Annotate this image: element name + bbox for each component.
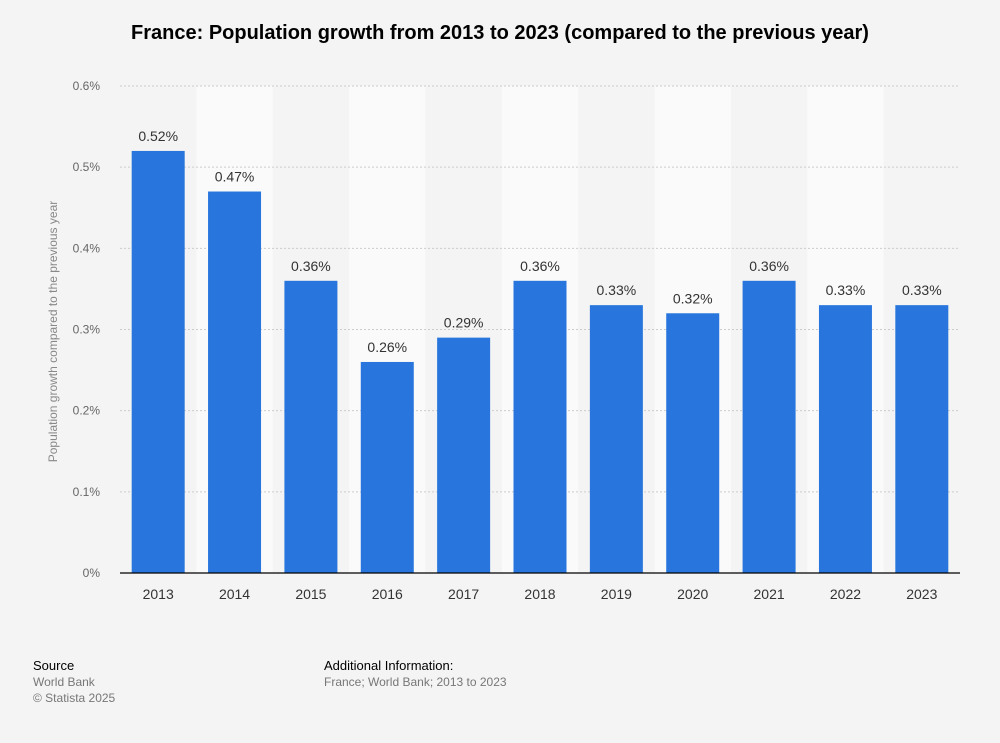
y-tick-label: 0.5%: [73, 160, 101, 174]
source-name[interactable]: World Bank: [33, 675, 95, 689]
x-tick-label-2014: 2014: [219, 586, 250, 602]
data-label-2013: 0.52%: [138, 128, 178, 144]
copyright-text: © Statista 2025: [33, 691, 116, 705]
bar-2021[interactable]: [742, 280, 796, 573]
bar-chart: 0.52% 0.47% 0.36% 0.26% 0.29% 0.36% 0.33% 0.32%…: [46, 79, 960, 602]
x-tick-label-2018: 2018: [524, 586, 555, 602]
x-tick-label-2021: 2021: [754, 586, 785, 602]
data-label-2015: 0.36%: [291, 258, 331, 274]
additional-info-heading: Additional Information:: [324, 658, 454, 673]
bar-2019[interactable]: [589, 305, 643, 573]
bar-2015[interactable]: [284, 280, 338, 573]
x-tick-label-2023: 2023: [906, 586, 937, 602]
additional-info-text: France; World Bank; 2013 to 2023: [324, 675, 507, 689]
bar-2020[interactable]: [666, 313, 720, 573]
data-label-2023: 0.33%: [902, 282, 942, 298]
source-section: Source World Bank © Statista 2025: [33, 658, 115, 706]
data-label-2018: 0.36%: [520, 258, 560, 274]
y-tick-label: 0.1%: [73, 485, 101, 499]
bar-2018[interactable]: [513, 280, 567, 573]
bar-2013[interactable]: [131, 150, 185, 573]
y-tick-label: 0.6%: [73, 79, 101, 93]
data-label-2014: 0.47%: [215, 169, 255, 185]
y-tick-label: 0.4%: [73, 241, 101, 255]
chart-title: France: Population growth from 2013 to 2…: [131, 22, 869, 44]
y-axis-title: Population growth compared to the previo…: [46, 201, 60, 463]
x-tick-label-2013: 2013: [143, 586, 174, 602]
data-label-2017: 0.29%: [444, 315, 484, 331]
x-tick-label-2019: 2019: [601, 586, 632, 602]
y-tick-label: 0%: [83, 566, 101, 580]
x-tick-label-2017: 2017: [448, 586, 479, 602]
bar-2017[interactable]: [437, 337, 491, 573]
x-tick-label-2015: 2015: [295, 586, 326, 602]
x-tick-label-2020: 2020: [677, 586, 708, 602]
bar-2014[interactable]: [208, 191, 262, 573]
data-label-2016: 0.26%: [367, 339, 407, 355]
data-label-2019: 0.33%: [597, 282, 637, 298]
bar-2022[interactable]: [818, 305, 872, 573]
bar-2016[interactable]: [360, 361, 414, 573]
data-label-2022: 0.33%: [826, 282, 866, 298]
data-label-2020: 0.32%: [673, 290, 713, 306]
x-tick-label-2022: 2022: [830, 586, 861, 602]
bar-2023[interactable]: [895, 305, 949, 573]
x-tick-label-2016: 2016: [372, 586, 403, 602]
data-label-2021: 0.36%: [749, 258, 789, 274]
source-heading: Source: [33, 658, 75, 673]
y-tick-label: 0.3%: [73, 323, 101, 337]
additional-info-section: Additional Information: France; World Ba…: [324, 658, 507, 690]
y-tick-label: 0.2%: [73, 404, 101, 418]
